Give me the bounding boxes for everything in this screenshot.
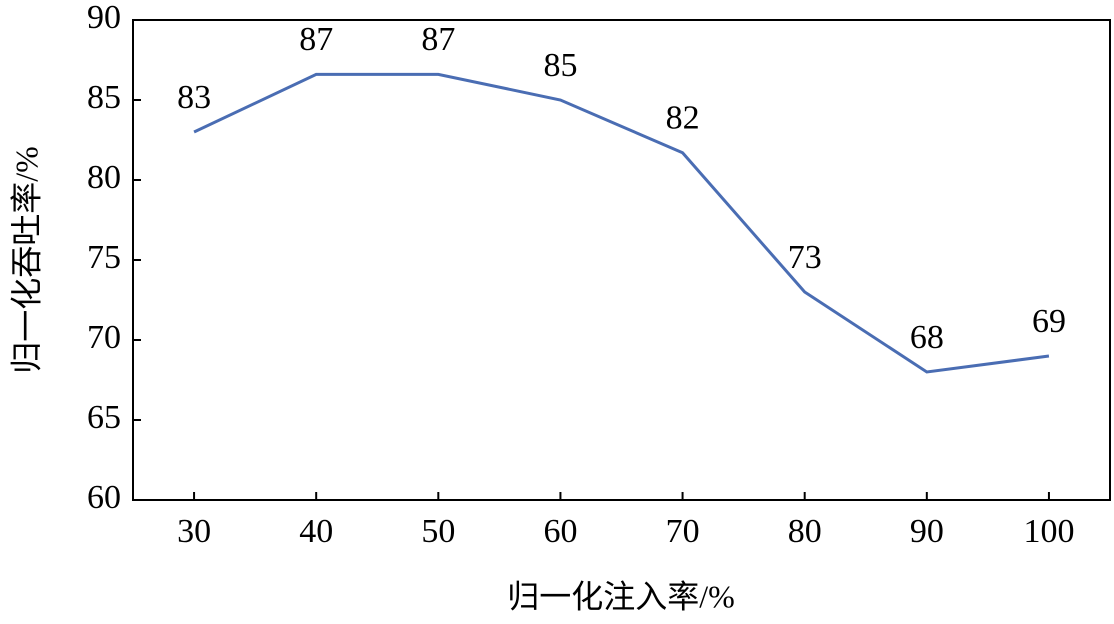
data-label: 73 (788, 239, 822, 276)
x-tick-label: 30 (177, 513, 211, 550)
x-axis-title: 归一化注入率/% (507, 578, 735, 614)
x-tick-label: 100 (1023, 513, 1074, 550)
x-tick-label: 80 (788, 513, 822, 550)
data-label: 85 (543, 47, 577, 84)
data-label: 82 (666, 100, 700, 137)
y-tick-label: 75 (87, 239, 121, 276)
data-label: 69 (1032, 303, 1066, 340)
data-label: 68 (910, 319, 944, 356)
data-label: 87 (299, 21, 333, 58)
data-label: 83 (177, 79, 211, 116)
y-tick-label: 65 (87, 399, 121, 436)
x-tick-label: 50 (421, 513, 455, 550)
y-tick-label: 60 (87, 479, 121, 516)
x-tick-label: 70 (666, 513, 700, 550)
y-tick-label: 70 (87, 319, 121, 356)
data-line (193, 72, 1050, 374)
y-tick-label: 85 (87, 79, 121, 116)
y-tick-label: 80 (87, 159, 121, 196)
x-tick-label: 40 (299, 513, 333, 550)
x-tick-label: 60 (543, 513, 577, 550)
y-tick-label: 90 (87, 0, 121, 36)
y-axis-title: 归一化吞吐率/% (8, 146, 44, 374)
x-tick-label: 90 (910, 513, 944, 550)
data-label: 87 (421, 21, 455, 58)
